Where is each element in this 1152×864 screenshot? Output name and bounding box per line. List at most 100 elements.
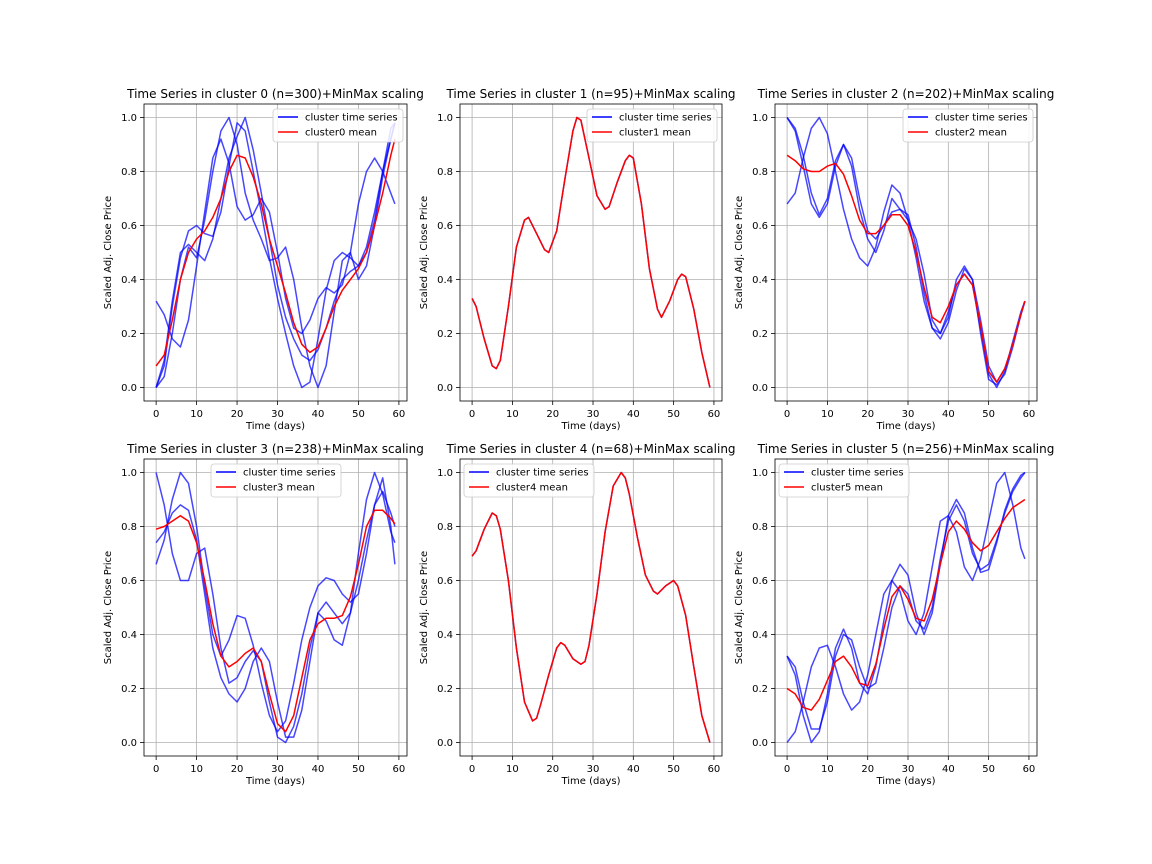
series-line-0: [786, 117, 1026, 389]
x-tick-label: 0: [784, 409, 790, 420]
x-tick-label: 20: [231, 764, 244, 775]
subplot-3: 0 10 20 30 40 50 60 0.0 0.2 0.4 0.6 0.8 1.0 Time Seri…: [103, 442, 424, 787]
x-tick-label: 60: [393, 764, 406, 775]
legend: cluster time series cluster1 mean: [586, 108, 718, 143]
x-tick-label: 60: [1023, 409, 1036, 420]
subplot-4: 0 10 20 30 40 50 60 0.0 0.2 0.4 0.6 0.8 1.0 Time Seri…: [419, 442, 736, 787]
y-tick-label: 0.0: [437, 738, 453, 749]
subplot-1: 0 10 20 30 40 50 60 0.0 0.2 0.4 0.6 0.8 1.0 Time Seri…: [419, 87, 736, 432]
subplot-0: 0 10 20 30 40 50 60 0.0 0.2 0.4 0.6 0.8 1.0 Time Seri…: [103, 87, 424, 432]
x-tick-label: 10: [821, 764, 834, 775]
y-tick-label: 0.8: [437, 522, 453, 533]
legend-mean-label: cluster1 mean: [619, 128, 691, 139]
legend-box: [463, 463, 595, 498]
legend-series-label: cluster time series: [496, 468, 589, 479]
series-line-2: [155, 490, 396, 738]
y-tick-label: 0.0: [121, 738, 137, 749]
y-tick-label: 1.0: [437, 468, 453, 479]
x-tick-label: 60: [708, 764, 721, 775]
x-tick-label: 40: [942, 409, 955, 420]
legend-series-label: cluster time series: [305, 113, 398, 124]
mean-line: [786, 498, 1026, 711]
legend-box: [210, 463, 342, 498]
x-tick-label: 20: [546, 409, 559, 420]
x-tick-label: 10: [821, 409, 834, 420]
x-tick-label: 10: [190, 409, 203, 420]
chart-title: Time Series in cluster 4 (n=68)+MinMax s…: [445, 442, 735, 456]
y-tick-label: 0.8: [121, 522, 137, 533]
x-tick-label: 30: [587, 409, 600, 420]
y-tick-label: 0.2: [752, 684, 768, 695]
x-tick-label: 60: [1023, 764, 1036, 775]
x-axis-label: Time (days): [875, 421, 935, 432]
x-tick-label: 50: [982, 764, 995, 775]
series-line-2: [786, 471, 1026, 744]
chart-title: Time Series in cluster 0 (n=300)+MinMax …: [126, 87, 424, 101]
legend-mean-label: cluster0 mean: [305, 128, 377, 139]
x-tick-label: 30: [902, 409, 915, 420]
series-line-2: [155, 116, 396, 389]
y-tick-label: 0.2: [121, 684, 137, 695]
legend: cluster time series cluster5 mean: [778, 463, 910, 498]
axes-frame: [143, 103, 408, 402]
y-axis-label: Scaled Adj. Close Price: [734, 551, 745, 664]
legend-box: [902, 108, 1034, 143]
x-tick-label: 0: [469, 764, 475, 775]
mean-line: [786, 154, 1026, 383]
y-tick-label: 0.6: [121, 221, 137, 232]
x-tick-label: 10: [506, 409, 519, 420]
series-line-2: [786, 117, 1026, 386]
mean-line: [155, 138, 396, 367]
x-tick-label: 0: [469, 409, 475, 420]
gridlines: [775, 459, 1037, 756]
subplot-grid: 0 10 20 30 40 50 60 0.0 0.2 0.4 0.6 0.8 1.0 Time Seri…: [103, 87, 1054, 787]
y-tick-label: 0.4: [121, 275, 137, 286]
y-tick-label: 0.0: [121, 383, 137, 394]
x-tick-label: 50: [667, 764, 680, 775]
y-tick-label: 0.2: [121, 329, 137, 340]
x-tick-label: 20: [861, 409, 874, 420]
series-line-0: [786, 472, 1026, 730]
y-axis-label: Scaled Adj. Close Price: [419, 551, 430, 664]
x-tick-label: 20: [861, 764, 874, 775]
y-tick-label: 0.6: [752, 221, 768, 232]
x-tick-label: 60: [393, 409, 406, 420]
legend: cluster time series cluster4 mean: [463, 463, 595, 498]
x-tick-label: 20: [546, 764, 559, 775]
x-tick-label: 0: [153, 764, 159, 775]
legend-series-label: cluster time series: [619, 113, 712, 124]
series-line-1: [155, 471, 396, 733]
axes-frame: [459, 458, 723, 757]
legend-mean-label: cluster3 mean: [243, 483, 315, 494]
chart-title: Time Series in cluster 5 (n=256)+MinMax …: [757, 442, 1055, 456]
y-tick-label: 1.0: [121, 113, 137, 124]
y-tick-label: 0.8: [752, 167, 768, 178]
y-tick-label: 0.6: [121, 576, 137, 587]
y-tick-label: 0.0: [752, 738, 768, 749]
x-tick-label: 50: [352, 409, 365, 420]
y-axis-label: Scaled Adj. Close Price: [103, 551, 114, 664]
x-axis-label: Time (days): [560, 776, 620, 787]
y-tick-label: 1.0: [121, 468, 137, 479]
y-tick-label: 0.4: [752, 275, 768, 286]
y-tick-label: 0.8: [121, 167, 137, 178]
legend-mean-label: cluster2 mean: [935, 128, 1007, 139]
legend-series-label: cluster time series: [811, 468, 904, 479]
y-axis-label: Scaled Adj. Close Price: [103, 196, 114, 309]
x-tick-label: 50: [667, 409, 680, 420]
y-axis-label: Scaled Adj. Close Price: [734, 196, 745, 309]
legend-series-label: cluster time series: [935, 113, 1028, 124]
legend-box: [586, 108, 718, 143]
x-tick-label: 60: [708, 409, 721, 420]
y-tick-label: 0.8: [437, 167, 453, 178]
y-tick-label: 0.6: [437, 221, 453, 232]
x-tick-label: 40: [627, 764, 640, 775]
mean-line: [471, 116, 711, 388]
y-tick-label: 0.4: [437, 630, 453, 641]
x-tick-label: 0: [153, 409, 159, 420]
x-tick-label: 50: [982, 409, 995, 420]
y-tick-label: 0.2: [752, 329, 768, 340]
legend-series-label: cluster time series: [243, 468, 336, 479]
y-tick-label: 0.6: [752, 576, 768, 587]
